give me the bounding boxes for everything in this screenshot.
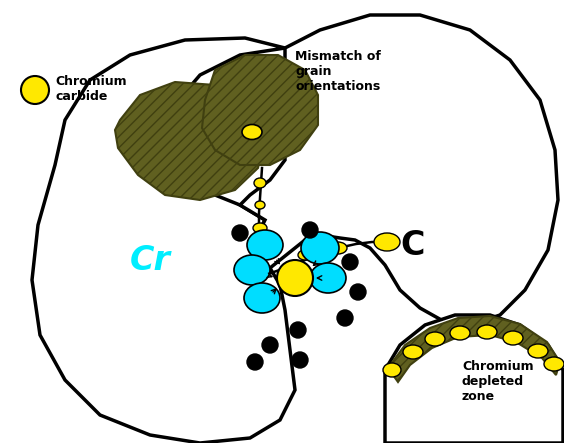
Ellipse shape (254, 243, 272, 257)
Text: Chromium
carbide: Chromium carbide (55, 75, 127, 103)
Circle shape (21, 76, 49, 104)
Ellipse shape (301, 232, 339, 264)
Circle shape (247, 354, 263, 370)
Circle shape (350, 284, 366, 300)
Ellipse shape (329, 242, 347, 254)
Ellipse shape (234, 255, 270, 285)
Ellipse shape (255, 201, 265, 209)
Ellipse shape (450, 326, 470, 340)
Polygon shape (385, 315, 563, 443)
Ellipse shape (254, 178, 266, 188)
Polygon shape (115, 82, 265, 200)
Ellipse shape (477, 325, 497, 339)
Circle shape (342, 254, 358, 270)
Polygon shape (240, 15, 558, 325)
Circle shape (302, 222, 318, 238)
Ellipse shape (503, 331, 523, 345)
Polygon shape (388, 316, 560, 382)
Text: C: C (400, 229, 425, 262)
Circle shape (277, 260, 313, 296)
Ellipse shape (310, 263, 346, 293)
Text: Mismatch of
grain
orientations: Mismatch of grain orientations (295, 50, 381, 93)
Polygon shape (32, 38, 295, 443)
Circle shape (262, 337, 278, 353)
Circle shape (337, 310, 353, 326)
Circle shape (292, 352, 308, 368)
Text: Cr: Cr (130, 244, 171, 277)
Text: Chromium
depleted
zone: Chromium depleted zone (462, 360, 534, 403)
Ellipse shape (403, 345, 423, 359)
Ellipse shape (374, 233, 400, 251)
Ellipse shape (253, 223, 267, 233)
Ellipse shape (247, 230, 283, 260)
Circle shape (290, 322, 306, 338)
Ellipse shape (244, 283, 280, 313)
Ellipse shape (242, 124, 262, 140)
Circle shape (232, 225, 248, 241)
Ellipse shape (544, 357, 564, 371)
Ellipse shape (298, 250, 312, 260)
Ellipse shape (425, 332, 445, 346)
Ellipse shape (383, 363, 401, 377)
Ellipse shape (528, 344, 548, 358)
Polygon shape (202, 55, 318, 165)
